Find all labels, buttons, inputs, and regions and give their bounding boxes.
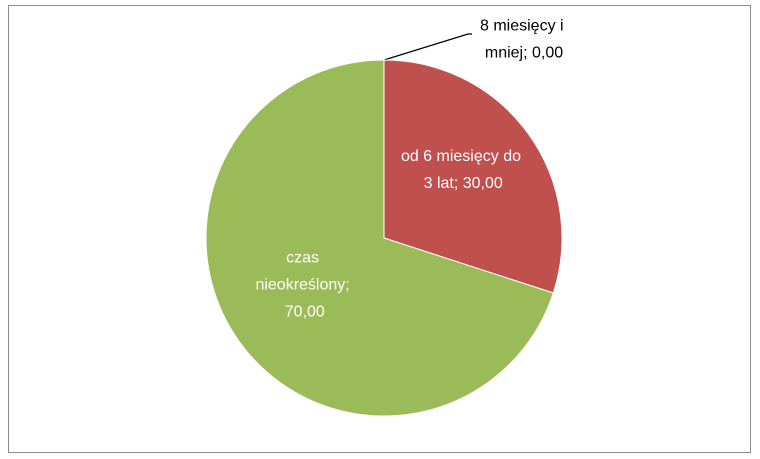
data-label: 8 miesięcy i mniej; 0,00 (480, 18, 568, 62)
pie-slice (205, 59, 554, 417)
pie-slice (383, 59, 563, 294)
data-label: od 6 miesięcy do 3 lat; 30,00 (401, 148, 526, 192)
data-label: czas nieokreślony; 70,00 (255, 250, 354, 321)
leader-line (383, 33, 472, 61)
